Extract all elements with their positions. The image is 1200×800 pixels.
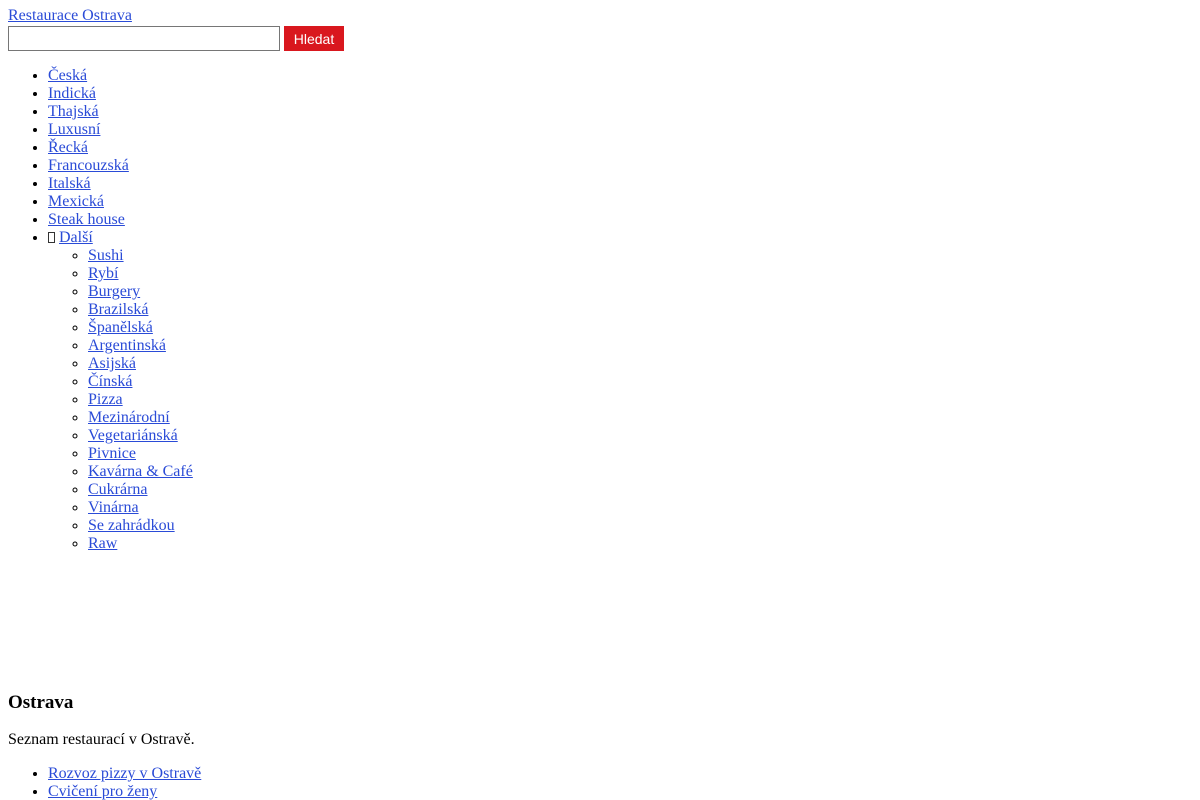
submenu-item: Raw [88,535,193,553]
submenu-item: Mezinárodní [88,409,193,427]
menu-item: Česká [48,67,193,85]
submenu-item: Sushi [88,247,193,265]
menu-more-link[interactable]: Další [59,229,93,246]
submenu-link[interactable]: Kavárna & Café [88,463,193,480]
submenu-link[interactable]: Pizza [88,391,123,408]
menu-link[interactable]: Indická [48,85,96,102]
submenu: SushiRybíBurgeryBrazilskáŠpanělskáArgent… [48,247,193,553]
menu-link[interactable]: Steak house [48,211,125,228]
submenu-link[interactable]: Brazilská [88,301,149,318]
submenu-item: Burgery [88,283,193,301]
menu-item: Thajská [48,103,193,121]
search-form: Hledat [8,26,344,51]
submenu-item: Asijská [88,355,193,373]
submenu-link[interactable]: Se zahrádkou [88,517,175,534]
menu-item: Steak house [48,211,193,229]
menu-link[interactable]: Mexická [48,193,104,210]
menu-item: Mexická [48,193,193,211]
submenu-item: Brazilská [88,301,193,319]
content: Ostrava Seznam restaurací v Ostravě. Roz… [8,692,1192,800]
submenu-link[interactable]: Čínská [88,373,133,390]
more-icon [48,232,55,243]
submenu-link[interactable]: Rybí [88,265,119,282]
menu-link[interactable]: Francouzská [48,157,129,174]
search-button[interactable]: Hledat [284,26,344,51]
content-links: Rozvoz pizzy v OstravěCvičení pro ženy [8,765,1192,800]
submenu-item: Cukrárna [88,481,193,499]
submenu-item: Vinárna [88,499,193,517]
menu-item: Řecká [48,139,193,157]
submenu-link[interactable]: Vegetariánská [88,427,178,444]
submenu-link[interactable]: Argentinská [88,337,166,354]
menu-link[interactable]: Česká [48,67,88,84]
menu-list: ČeskáIndickáThajskáLuxusníŘeckáFrancouzs… [8,67,193,553]
submenu-link[interactable]: Španělská [88,319,153,336]
submenu-link[interactable]: Vinárna [88,499,139,516]
submenu-item: Rybí [88,265,193,283]
menu-link[interactable]: Řecká [48,139,88,156]
submenu-link[interactable]: Asijská [88,355,136,372]
submenu-item: Vegetariánská [88,427,193,445]
submenu-item: Pivnice [88,445,193,463]
content-item: Cvičení pro ženy [48,783,1192,800]
content-link[interactable]: Rozvoz pizzy v Ostravě [48,765,202,782]
submenu-link[interactable]: Mezinárodní [88,409,170,426]
submenu-item: Čínská [88,373,193,391]
submenu-link[interactable]: Sushi [88,247,124,264]
menu-link[interactable]: Thajská [48,103,99,120]
submenu-item: Španělská [88,319,193,337]
site-link[interactable]: Restaurace Ostrava [8,7,132,24]
submenu-link[interactable]: Cukrárna [88,481,148,498]
menu-link[interactable]: Luxusní [48,121,101,138]
content-text: Seznam restaurací v Ostravě. [8,731,195,748]
submenu-link[interactable]: Burgery [88,283,141,300]
submenu-item: Argentinská [88,337,193,355]
content-item: Rozvoz pizzy v Ostravě [48,765,1192,783]
submenu-link[interactable]: Pivnice [88,445,136,462]
menu-item: Luxusní [48,121,193,139]
menu-item: Italská [48,175,193,193]
submenu-item: Kavárna & Café [88,463,193,481]
submenu-link[interactable]: Raw [88,535,118,552]
menu: ČeskáIndickáThajskáLuxusníŘeckáFrancouzs… [8,67,193,553]
menu-item: Francouzská [48,157,193,175]
search-input[interactable] [8,26,280,51]
menu-link[interactable]: Italská [48,175,91,192]
submenu-item: Pizza [88,391,193,409]
menu-item: Indická [48,85,193,103]
content-title: Ostrava [8,692,74,713]
submenu-item: Se zahrádkou [88,517,193,535]
menu-more-item: DalšíSushiRybíBurgeryBrazilskáŠpanělskáA… [48,229,193,553]
content-link[interactable]: Cvičení pro ženy [48,783,158,800]
